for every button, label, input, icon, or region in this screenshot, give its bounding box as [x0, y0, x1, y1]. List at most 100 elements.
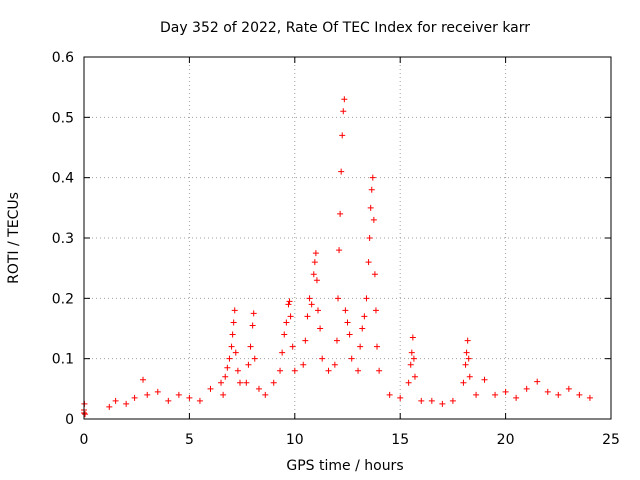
data-point — [131, 394, 138, 401]
data-point — [228, 343, 235, 350]
data-point — [291, 367, 298, 374]
y-tick-label: 0.5 — [52, 110, 74, 126]
data-point — [439, 400, 446, 407]
data-point — [409, 334, 416, 341]
data-point — [513, 394, 520, 401]
data-point — [481, 376, 488, 383]
data-point — [460, 379, 467, 386]
data-point — [251, 355, 258, 362]
data-point — [348, 355, 355, 362]
data-point — [386, 391, 393, 398]
plot-frame — [83, 56, 612, 420]
data-point — [368, 186, 375, 193]
chart-title: Day 352 of 2022, Rate Of TEC Index for r… — [160, 20, 530, 36]
data-point — [285, 301, 292, 308]
data-point — [555, 391, 562, 398]
data-point — [465, 355, 472, 362]
data-point — [363, 295, 370, 302]
data-point — [344, 319, 351, 326]
data-point — [473, 391, 480, 398]
data-point — [175, 391, 182, 398]
data-point — [249, 322, 256, 329]
data-point — [333, 337, 340, 344]
data-point — [314, 307, 321, 314]
data-point — [310, 271, 317, 278]
data-point — [311, 259, 318, 266]
data-point — [243, 379, 250, 386]
data-point — [306, 295, 313, 302]
data-point — [369, 174, 376, 181]
x-tick-label: 0 — [80, 432, 89, 448]
data-point — [336, 247, 343, 254]
data-point — [313, 277, 320, 284]
data-point — [236, 379, 243, 386]
data-point — [262, 391, 269, 398]
x-tick-label: 5 — [185, 432, 194, 448]
data-point — [302, 337, 309, 344]
y-tick-label: 0 — [65, 412, 74, 428]
grid — [84, 57, 611, 419]
data-point — [234, 367, 241, 374]
ticks: 0 5 10 15 20 25 0 0.1 0.2 0.3 0.4 0.5 0.6 — [52, 50, 620, 448]
data-point — [220, 391, 227, 398]
data-point — [502, 388, 509, 395]
data-point — [229, 331, 236, 338]
data-point — [144, 391, 151, 398]
data-point — [255, 385, 262, 392]
data-point — [586, 394, 593, 401]
data-point — [250, 310, 257, 317]
y-axis-label: ROTI / TECUs — [6, 192, 22, 284]
data-point — [331, 361, 338, 368]
data-point — [405, 379, 412, 386]
x-tick-label: 15 — [391, 432, 409, 448]
data-point — [341, 96, 348, 103]
data-point — [335, 295, 342, 302]
data-point — [140, 376, 147, 383]
data-point — [337, 210, 344, 217]
data-point — [428, 397, 435, 404]
data-point — [534, 378, 541, 385]
data-point — [464, 337, 471, 344]
data-point — [492, 391, 499, 398]
data-point — [576, 391, 583, 398]
data-point — [218, 379, 225, 386]
data-point — [231, 307, 238, 314]
data-point — [376, 367, 383, 374]
data-point — [312, 250, 319, 257]
y-tick-label: 0.2 — [52, 291, 74, 307]
data-point — [300, 361, 307, 368]
x-axis-label: GPS time / hours — [286, 458, 403, 474]
data-point — [342, 307, 349, 314]
data-point — [449, 397, 456, 404]
data-point — [544, 388, 551, 395]
data-point — [325, 367, 332, 374]
data-point — [340, 108, 347, 115]
data-point — [365, 259, 372, 266]
data-point — [370, 216, 377, 223]
data-point — [289, 343, 296, 350]
data-point — [408, 349, 415, 356]
data-point — [283, 319, 290, 326]
data-point — [366, 235, 373, 241]
data-point — [281, 331, 288, 338]
data-points — [81, 96, 593, 418]
data-point — [411, 373, 418, 380]
data-point — [357, 343, 364, 350]
data-point — [339, 132, 346, 139]
data-point — [226, 355, 233, 362]
data-point — [154, 388, 161, 395]
data-point — [374, 343, 381, 350]
x-tick-label: 10 — [286, 432, 304, 448]
x-tick-label: 20 — [497, 432, 515, 448]
data-point — [523, 385, 530, 392]
data-point — [112, 397, 119, 404]
data-point — [359, 325, 366, 332]
data-point — [462, 361, 469, 368]
data-point — [308, 301, 315, 308]
data-point — [418, 397, 425, 404]
data-point — [230, 319, 237, 326]
data-point — [367, 204, 374, 211]
data-point — [207, 385, 214, 392]
data-point — [361, 313, 368, 320]
